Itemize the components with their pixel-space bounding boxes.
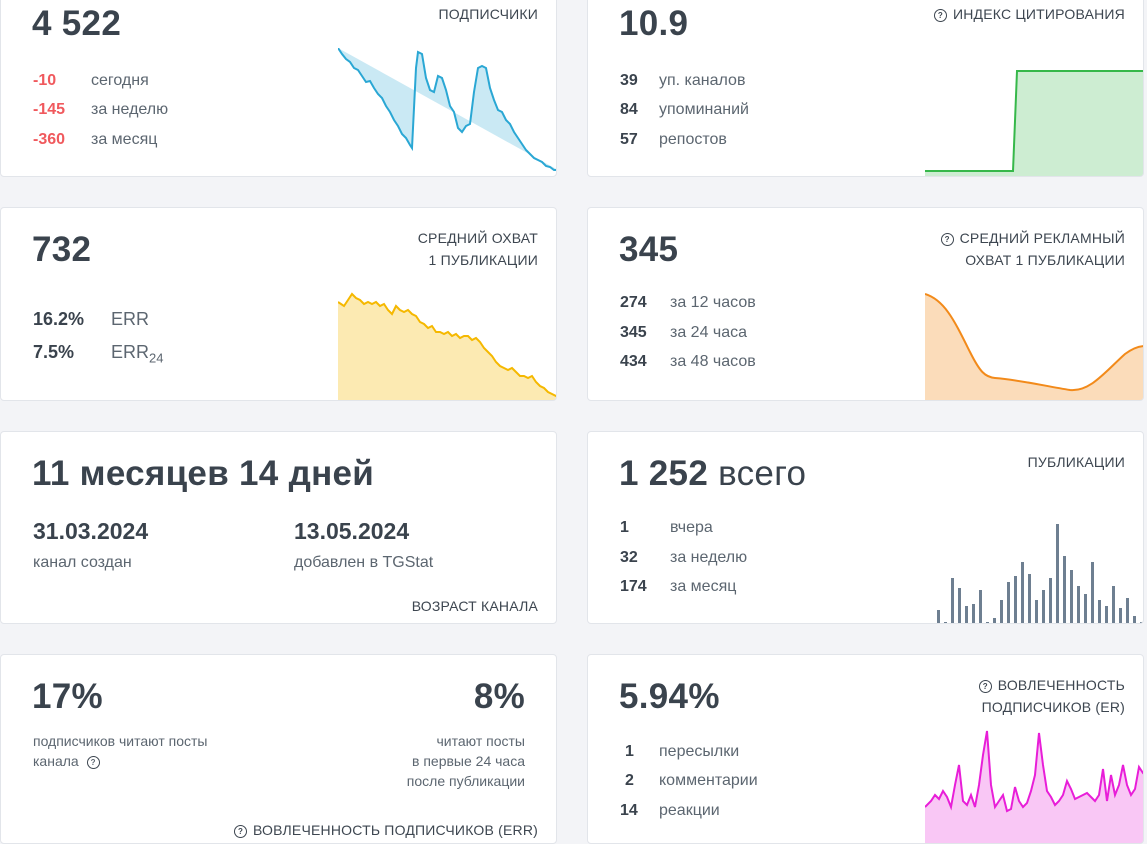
- citation-card[interactable]: 10.9 ? ИНДЕКС ЦИТИРОВАНИЯ 39 уп. каналов 8…: [587, 0, 1144, 177]
- err24-value: 7.5%: [33, 342, 75, 362]
- channel-age-value: 11 месяцев 14 дней: [32, 454, 375, 493]
- stat-value: 434: [620, 353, 647, 370]
- stat-label: за месяц: [91, 131, 158, 148]
- err24-label: ERR: [111, 342, 150, 362]
- publications-total: 1 252 всего: [619, 454, 807, 493]
- stat-value: 1: [625, 743, 634, 760]
- er-value: 5.94%: [619, 677, 720, 716]
- err-value: 16.2%: [33, 309, 85, 329]
- err-title: ? ВОВЛЕЧЕННОСТЬ ПОДПИСЧИКОВ (ERR): [233, 819, 538, 841]
- stat-row: 1 вчера: [620, 518, 713, 538]
- help-icon[interactable]: ?: [86, 756, 100, 769]
- subscribers-title: ПОДПИСЧИКИ: [438, 6, 538, 22]
- stat-value: 32: [620, 549, 638, 566]
- publications-card[interactable]: 1 252 всего ПУБЛИКАЦИИ 1 вчера 32 за недел…: [587, 431, 1144, 624]
- help-icon[interactable]: ?: [940, 233, 954, 246]
- er-card[interactable]: 5.94% ? ВОВЛЕЧЕННОСТЬ ПОДПИСЧИКОВ (ER) 1 пе…: [587, 654, 1144, 844]
- stat-value: -145: [33, 101, 66, 118]
- subscribers-card[interactable]: 4 522 ПОДПИСЧИКИ -10 сегодня -145 за недел…: [0, 0, 557, 177]
- err-right-value: 8%: [473, 677, 525, 716]
- stat-label: вчера: [670, 519, 713, 536]
- err-label: ERR: [111, 309, 150, 329]
- stat-label: уп. каналов: [659, 72, 746, 89]
- stat-row: -145 за неделю: [33, 100, 168, 120]
- stat-label: репостов: [659, 131, 727, 148]
- ad-reach-value: 345: [619, 230, 679, 269]
- stat-row: 174 за месяц: [620, 577, 736, 597]
- er-title: ? ВОВЛЕЧЕННОСТЬ ПОДПИСЧИКОВ (ER): [978, 674, 1125, 718]
- stat-label: за неделю: [91, 101, 169, 118]
- stat-row: 57 репостов: [620, 130, 727, 150]
- stat-row: -10 сегодня: [33, 71, 149, 91]
- avg-reach-sparkline: [338, 292, 556, 400]
- stat-value: 39: [620, 72, 638, 89]
- err-left-value: 17%: [32, 677, 103, 716]
- stat-value: 345: [620, 324, 647, 341]
- channel-age-card[interactable]: 11 месяцев 14 дней 31.03.2024 канал созд…: [0, 431, 557, 624]
- stat-value: 274: [620, 294, 647, 311]
- stat-label: комментарии: [659, 772, 758, 789]
- stat-label: пересылки: [659, 743, 740, 760]
- stat-label: за 12 часов: [670, 294, 756, 311]
- created-label: канал создан: [33, 554, 132, 571]
- avg-reach-card[interactable]: 732 СРЕДНИЙ ОХВАТ 1 ПУБЛИКАЦИИ 16.2% ERR 7…: [0, 207, 557, 401]
- stat-value: 2: [625, 772, 634, 789]
- err-card[interactable]: 17% подписчиков читают посты канала ? 8% …: [0, 654, 557, 844]
- stat-row: 39 уп. каналов: [620, 71, 745, 91]
- stat-value: 1: [620, 519, 629, 536]
- stat-label: за 24 часа: [670, 324, 748, 341]
- help-icon[interactable]: ?: [933, 9, 947, 22]
- subscribers-count: 4 522: [32, 4, 122, 43]
- added-date: 13.05.2024: [294, 518, 410, 544]
- citation-sparkline: [925, 70, 1143, 176]
- publications-title: ПУБЛИКАЦИИ: [1027, 454, 1125, 470]
- stat-row: -360 за месяц: [33, 130, 157, 150]
- stat-row: 14 реакции: [620, 801, 720, 821]
- er-sparkline: [925, 730, 1143, 843]
- stat-label: упоминаний: [659, 101, 749, 118]
- stat-value: -360: [33, 131, 66, 148]
- stat-row: 84 упоминаний: [620, 100, 749, 120]
- stat-value: 84: [620, 101, 638, 118]
- created-date: 31.03.2024: [33, 518, 149, 544]
- avg-reach-value: 732: [32, 230, 92, 269]
- stat-value: 57: [620, 131, 638, 148]
- added-label: добавлен в TGStat: [294, 554, 434, 571]
- ad-reach-title: ? СРЕДНИЙ РЕКЛАМНЫЙ ОХВАТ 1 ПУБЛИКАЦИИ: [940, 227, 1125, 271]
- subscribers-sparkline: [338, 48, 556, 171]
- stat-row: 2 комментарии: [625, 771, 758, 791]
- stat-label: сегодня: [91, 72, 149, 89]
- stat-row: 1 пересылки: [625, 742, 739, 762]
- stat-label: за месяц: [670, 578, 737, 595]
- citation-title: ? ИНДЕКС ЦИТИРОВАНИЯ: [933, 3, 1125, 25]
- err-right-text: читают посты в первые 24 часа после публик…: [406, 733, 525, 789]
- err24-row: 7.5% ERR24: [33, 342, 164, 366]
- stat-row: 274 за 12 часов: [620, 293, 756, 313]
- ad-reach-card[interactable]: 345 ? СРЕДНИЙ РЕКЛАМНЫЙ ОХВАТ 1 ПУБЛИКАЦИИ…: [587, 207, 1144, 401]
- avg-reach-title: СРЕДНИЙ ОХВАТ 1 ПУБЛИКАЦИИ: [417, 230, 538, 268]
- stat-row: 32 за неделю: [620, 548, 747, 568]
- stat-value: -10: [33, 72, 57, 89]
- stat-label: за неделю: [670, 549, 748, 566]
- stat-row: 345 за 24 часа: [620, 323, 747, 343]
- citation-index-value: 10.9: [619, 4, 689, 43]
- stat-value: 14: [620, 802, 638, 819]
- channel-age-title: ВОЗРАСТ КАНАЛА: [411, 598, 538, 614]
- stat-label: реакции: [659, 802, 720, 819]
- err-left-text: подписчиков читают посты канала ?: [33, 733, 208, 769]
- help-icon[interactable]: ?: [978, 680, 992, 693]
- publications-bar-chart: [937, 524, 1143, 623]
- err-row: 16.2% ERR: [33, 309, 149, 329]
- stat-row: 434 за 48 часов: [620, 352, 756, 372]
- stat-value: 174: [620, 578, 647, 595]
- stat-label: за 48 часов: [670, 353, 756, 370]
- ad-reach-sparkline: [925, 293, 1143, 400]
